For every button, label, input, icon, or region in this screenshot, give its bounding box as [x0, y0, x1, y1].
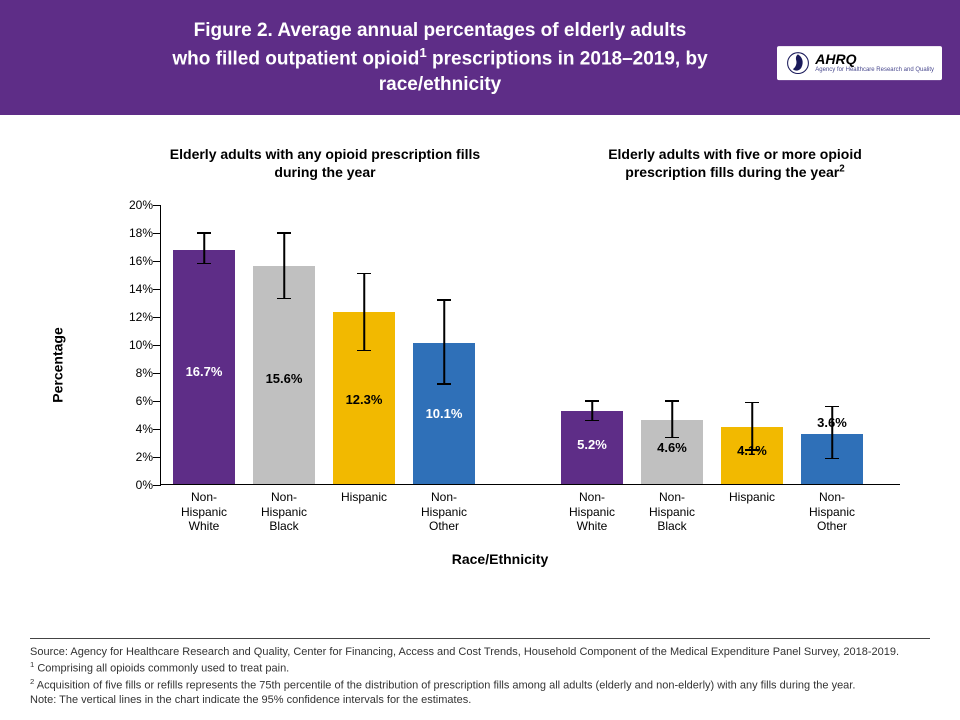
x-tick-label: Hispanic [329, 490, 399, 504]
y-axis-label: Percentage [50, 328, 66, 403]
bar: 16.7% [173, 250, 235, 484]
y-tick-label: 6% [119, 394, 153, 408]
y-tick-label: 18% [119, 226, 153, 240]
bar: 5.2% [561, 411, 623, 484]
x-tick-label: Non-HispanicBlack [637, 490, 707, 533]
bar: 15.6% [253, 266, 315, 484]
bar-value-label: 5.2% [577, 437, 607, 452]
bar: 3.6% [801, 434, 863, 484]
footnote-line: Source: Agency for Healthcare Research a… [30, 645, 930, 660]
bar-value-label: 15.6% [266, 371, 303, 386]
y-tick-label: 4% [119, 422, 153, 436]
chart-area: Elderly adults with any opioid prescript… [100, 145, 900, 585]
footnote-line: 1 Comprising all opioids commonly used t… [30, 660, 930, 677]
bar: 4.6% [641, 420, 703, 484]
y-tick-label: 2% [119, 450, 153, 464]
y-tick-label: 20% [119, 198, 153, 212]
x-tick-label: Non-HispanicWhite [169, 490, 239, 533]
x-tick-label: Non-HispanicBlack [249, 490, 319, 533]
y-tick-label: 16% [119, 254, 153, 268]
panel-title: Elderly adults with five or more opioid … [570, 145, 900, 181]
y-tick-label: 14% [119, 282, 153, 296]
x-tick-label: Non-HispanicOther [797, 490, 867, 533]
logo-tagline: Agency for Healthcare Research and Quali… [815, 67, 934, 74]
y-tick-label: 12% [119, 310, 153, 324]
bar: 10.1% [413, 343, 475, 484]
figure-header: Figure 2. Average annual percentages of … [0, 0, 960, 115]
x-tick-label: Non-HispanicWhite [557, 490, 627, 533]
bar-value-label: 12.3% [346, 392, 383, 407]
bar: 12.3% [333, 312, 395, 484]
hhs-icon [785, 50, 811, 76]
panel-titles: Elderly adults with any opioid prescript… [160, 145, 900, 181]
x-axis-label: Race/Ethnicity [100, 551, 900, 567]
bar-value-label: 10.1% [426, 406, 463, 421]
y-tick-label: 8% [119, 366, 153, 380]
bar-value-label: 16.7% [186, 364, 223, 379]
x-tick-label: Non-HispanicOther [409, 490, 479, 533]
y-tick-label: 0% [119, 478, 153, 492]
footnote-line: 2 Acquisition of five fills or refills r… [30, 677, 930, 694]
logo-brand: AHRQ [815, 51, 934, 67]
ahrq-logo: AHRQ Agency for Healthcare Research and … [777, 46, 942, 80]
footnote-line: Note: The vertical lines in the chart in… [30, 693, 930, 708]
footnotes: Source: Agency for Healthcare Research a… [30, 638, 930, 708]
bar-value-label: 4.6% [657, 440, 687, 455]
bar: 4.1% [721, 427, 783, 484]
x-tick-label: Hispanic [717, 490, 787, 504]
plot-region: 0%2%4%6%8%10%12%14%16%18%20%16.7%Non-His… [160, 205, 900, 485]
figure-title: Figure 2. Average annual percentages of … [40, 18, 840, 97]
y-tick-label: 10% [119, 338, 153, 352]
panel-title: Elderly adults with any opioid prescript… [160, 145, 490, 181]
